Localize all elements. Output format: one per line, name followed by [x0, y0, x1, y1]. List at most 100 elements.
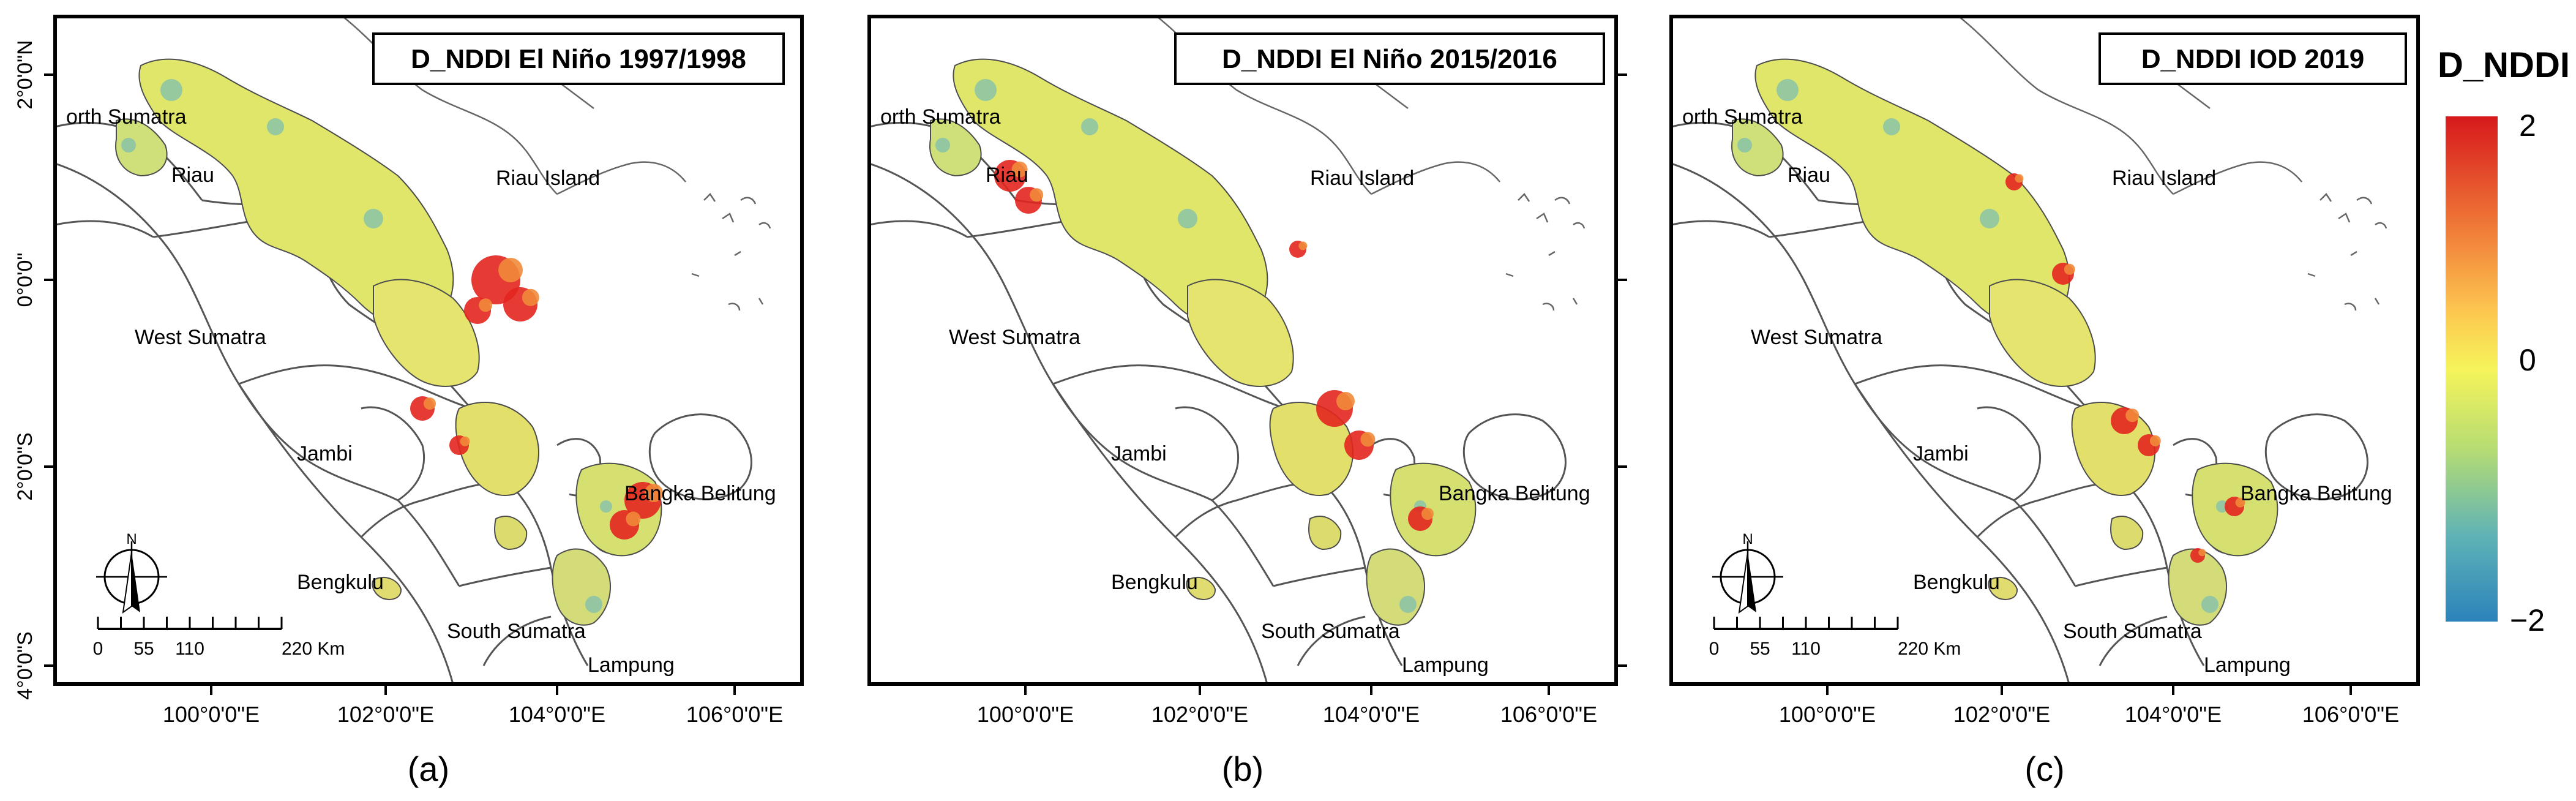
drought-hotspot: [1421, 508, 1434, 520]
lat-tick-label: 2°0'0"S: [13, 432, 37, 501]
drought-hotspot: [498, 258, 523, 282]
region-label: Riau: [986, 164, 1028, 187]
region-label: Bengkulu: [1111, 571, 1198, 594]
region-label: West Sumatra: [135, 326, 266, 349]
map-panel-b: D_NDDI El Niño 2015/2016 orth Sumatra Riau…: [867, 15, 1627, 788]
drought-hotspot: [2235, 497, 2245, 508]
lon-tick-label: 100°0'0"E: [977, 702, 1074, 727]
scale-bar-label: 220 Km: [1898, 639, 1961, 659]
panel-caption: (a): [408, 750, 449, 788]
map-title: D_NDDI IOD 2019: [2141, 44, 2364, 74]
scale-bar-label: 0: [93, 639, 103, 659]
scale-bar-label: 110: [175, 639, 204, 659]
drought-hotspot: [522, 288, 539, 306]
drought-hotspot: [1298, 241, 1308, 250]
region-label: Riau: [171, 164, 214, 187]
title-box: [2099, 32, 2407, 85]
map-title: D_NDDI El Niño 2015/2016: [1222, 44, 1557, 74]
drought-hotspot: [626, 511, 641, 527]
region-label: South Sumatra: [447, 620, 586, 643]
region-label: Riau Island: [2112, 167, 2216, 190]
north-label: N: [1742, 531, 1753, 547]
region-label: South Sumatra: [2063, 620, 2202, 643]
north-label: N: [126, 531, 137, 547]
region-label: Riau: [1788, 164, 1830, 187]
region-label: South Sumatra: [1261, 620, 1400, 643]
map-body: [1671, 17, 2418, 684]
drought-hotspot: [2015, 174, 2024, 183]
region-label: Jambi: [297, 442, 353, 465]
scale-bar: 0 55 110 220 Km: [1709, 617, 1961, 659]
legend-title: D_NDDI: [2438, 45, 2570, 85]
scale-bar-label: 220 Km: [282, 639, 345, 659]
region-label: Bengkulu: [1913, 571, 2000, 594]
drought-hotspot: [1030, 188, 1044, 202]
lon-tick-label: 104°0'0"E: [1323, 702, 1420, 727]
region-label: Lampung: [588, 653, 675, 677]
drought-hotspot: [645, 484, 663, 502]
region-label: Riau Island: [496, 167, 600, 190]
region-label: Jambi: [1111, 442, 1167, 465]
legend-mid-label: 0: [2519, 343, 2536, 377]
region-label: orth Sumatra: [66, 105, 187, 129]
map-frame: [1669, 15, 2420, 686]
scale-bar-label: 110: [1791, 639, 1821, 659]
region-label: Bangka Belitung: [2241, 482, 2392, 505]
map-frame: [53, 15, 804, 686]
region-label: Lampung: [1402, 653, 1489, 677]
drought-hotspot: [479, 298, 493, 312]
region-label: Bengkulu: [297, 571, 384, 594]
drought-hotspot: [1360, 432, 1376, 447]
lat-tick-label: 0°0'0": [13, 253, 37, 307]
drought-hotspot: [1336, 392, 1355, 410]
scale-bar: 0 55 110 220 Km: [93, 617, 345, 659]
drought-hotspot: [424, 397, 436, 410]
region-label: Jambi: [1913, 442, 1969, 465]
lon-tick-label: 102°0'0"E: [337, 702, 434, 727]
panel-caption: (c): [2024, 750, 2064, 788]
scale-bar-label: 55: [1750, 639, 1770, 659]
drought-hotspot: [2198, 549, 2206, 557]
scale-bar-label: 55: [133, 639, 154, 659]
lon-tick-label: 104°0'0"E: [509, 702, 605, 727]
region-label: West Sumatra: [949, 326, 1080, 349]
map-panel-a: D_NDDI El Niño 1997/1998 orth Sumatra Riau…: [13, 15, 804, 788]
north-arrow: N: [95, 531, 168, 614]
lon-tick-label: 102°0'0"E: [1151, 702, 1248, 727]
lon-tick-label: 106°0'0"E: [2302, 702, 2399, 727]
region-label: Riau Island: [1310, 167, 1414, 190]
lat-tick-label: 4°0'0"S: [13, 631, 37, 700]
lat-tick-label: 2°0'0"N: [13, 40, 37, 109]
lon-tick-label: 100°0'0"E: [1779, 702, 1876, 727]
lon-tick-label: 100°0'0"E: [163, 702, 260, 727]
drought-hotspot: [1011, 161, 1028, 178]
legend: D_NDDI 2 0 −2: [2438, 45, 2570, 637]
region-label: West Sumatra: [1751, 326, 1882, 349]
drought-hotspot: [460, 436, 470, 446]
title-box: [372, 32, 785, 85]
map-panels: D_NDDI El Niño 1997/1998 orth Sumatra Riau…: [13, 15, 2420, 788]
legend-min-label: −2: [2510, 603, 2545, 637]
lon-tick-label: 106°0'0"E: [1500, 702, 1597, 727]
map-body: [869, 17, 1616, 684]
drought-hotspot: [2125, 408, 2140, 423]
map-title: D_NDDI El Niño 1997/1998: [411, 44, 746, 74]
legend-colorbar: [2446, 116, 2498, 622]
region-label: Lampung: [2204, 653, 2291, 677]
legend-max-label: 2: [2519, 108, 2536, 143]
drought-hotspot: [2064, 263, 2075, 275]
region-label: Bangka Belitung: [624, 482, 776, 505]
title-box: [1174, 32, 1605, 85]
map-body: [55, 17, 802, 684]
scale-bar-label: 0: [1709, 639, 1720, 659]
north-arrow: N: [1711, 531, 1784, 614]
lon-tick-label: 102°0'0"E: [1953, 702, 2050, 727]
lon-tick-label: 106°0'0"E: [686, 702, 783, 727]
map-panel-c: D_NDDI IOD 2019 orth Sumatra Riau Riau Isla…: [1669, 15, 2420, 788]
region-label: Bangka Belitung: [1439, 482, 1590, 505]
region-label: orth Sumatra: [1682, 105, 1803, 129]
drought-hotspot: [2149, 435, 2161, 446]
panel-caption: (b): [1222, 750, 1264, 788]
